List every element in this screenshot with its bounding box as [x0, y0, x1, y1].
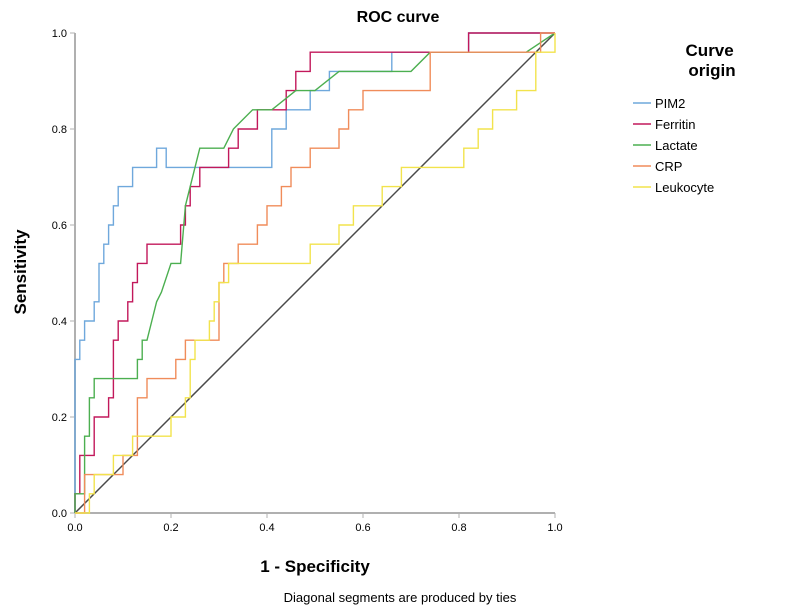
footnote: Diagonal segments are produced by ties [284, 590, 517, 605]
x-tick-label: 0.6 [355, 522, 370, 534]
legend-label-lactate: Lactate [655, 138, 698, 153]
y-axis-title: Sensitivity [11, 229, 30, 315]
x-tick-label: 0.2 [163, 522, 178, 534]
roc-line-pim2 [74, 32, 555, 513]
legend-label-ferritin: Ferritin [655, 117, 695, 132]
x-tick-label: 0.0 [67, 522, 82, 534]
y-tick-label: 0.6 [52, 220, 67, 232]
y-tick-label: 1.0 [52, 28, 67, 40]
roc-line-crp [75, 32, 555, 514]
x-tick-label: 0.8 [451, 522, 466, 534]
legend-label-leukocyte: Leukocyte [655, 180, 714, 195]
roc-line-leukocyte [75, 33, 556, 514]
y-tick-label: 0.8 [52, 124, 67, 136]
legend-label-crp: CRP [655, 159, 682, 174]
roc-line-lactate [74, 32, 556, 513]
x-tick-label: 0.4 [259, 522, 274, 534]
legend: Curve origin PIM2 Ferritin Lactate CRP Leuko… [633, 41, 739, 195]
reference-diagonal-line [74, 32, 556, 514]
chart-title: ROC curve [357, 9, 440, 26]
roc-line-ferritin [74, 32, 555, 513]
y-tick-label: 0.0 [52, 508, 67, 520]
legend-title-line-1: Curve [686, 41, 734, 60]
y-tick-label: 0.2 [52, 412, 67, 424]
x-axis-title: 1 - Specificity [260, 557, 370, 576]
x-tick-label: 1.0 [547, 522, 562, 534]
y-tick-label: 0.4 [52, 316, 67, 328]
legend-title-line-2: origin [688, 61, 735, 80]
plot-area: 0.0 0.2 0.4 0.6 0.8 1.0 0.0 0.2 0.4 0.6 0.8 1.0 [52, 28, 563, 534]
legend-label-pim2: PIM2 [655, 96, 685, 111]
legend-title: Curve origin [686, 41, 739, 80]
